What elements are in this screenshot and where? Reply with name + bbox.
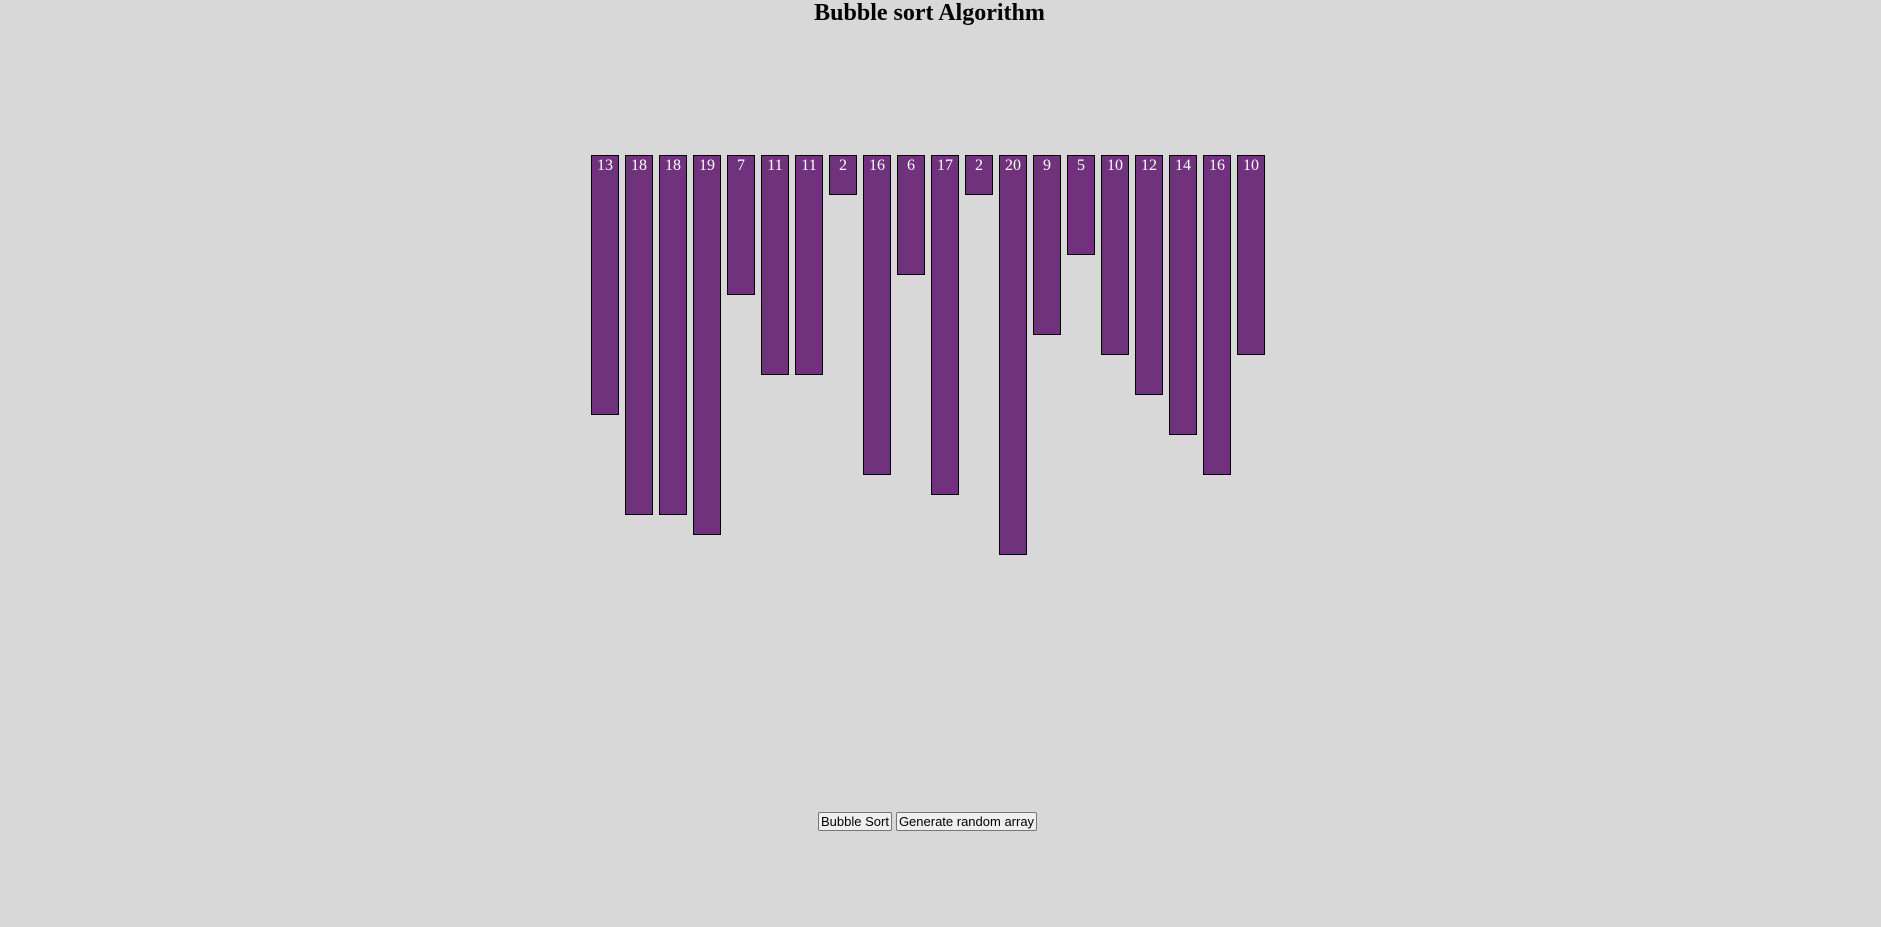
array-bar: 10 [1237, 155, 1265, 355]
array-bar: 20 [999, 155, 1027, 555]
array-bar: 16 [1203, 155, 1231, 475]
array-bar: 9 [1033, 155, 1061, 335]
array-bar: 14 [1169, 155, 1197, 435]
bubble-sort-button[interactable]: Bubble Sort [818, 812, 892, 831]
array-bar: 18 [659, 155, 687, 515]
array-bar: 2 [965, 155, 993, 195]
array-bar: 7 [727, 155, 755, 295]
array-bar: 19 [693, 155, 721, 535]
page-title: Bubble sort Algorithm [814, 0, 1045, 26]
array-bar: 13 [591, 155, 619, 415]
array-bar: 18 [625, 155, 653, 515]
array-bar: 11 [795, 155, 823, 375]
array-bars: 13 18 18 19 7 11 11 2 16 6 17 2 20 9 5 10 12 14 16 10 [591, 155, 1271, 555]
generate-random-array-button[interactable]: Generate random array [895, 812, 1038, 831]
array-bar: 12 [1135, 155, 1163, 395]
array-bar: 5 [1067, 155, 1095, 255]
array-bar: 11 [761, 155, 789, 375]
array-bar: 17 [931, 155, 959, 495]
controls: Bubble Sort Generate random array [818, 812, 1038, 831]
array-bar: 6 [897, 155, 925, 275]
array-bar: 16 [863, 155, 891, 475]
array-bar: 10 [1101, 155, 1129, 355]
array-bar: 2 [829, 155, 857, 195]
